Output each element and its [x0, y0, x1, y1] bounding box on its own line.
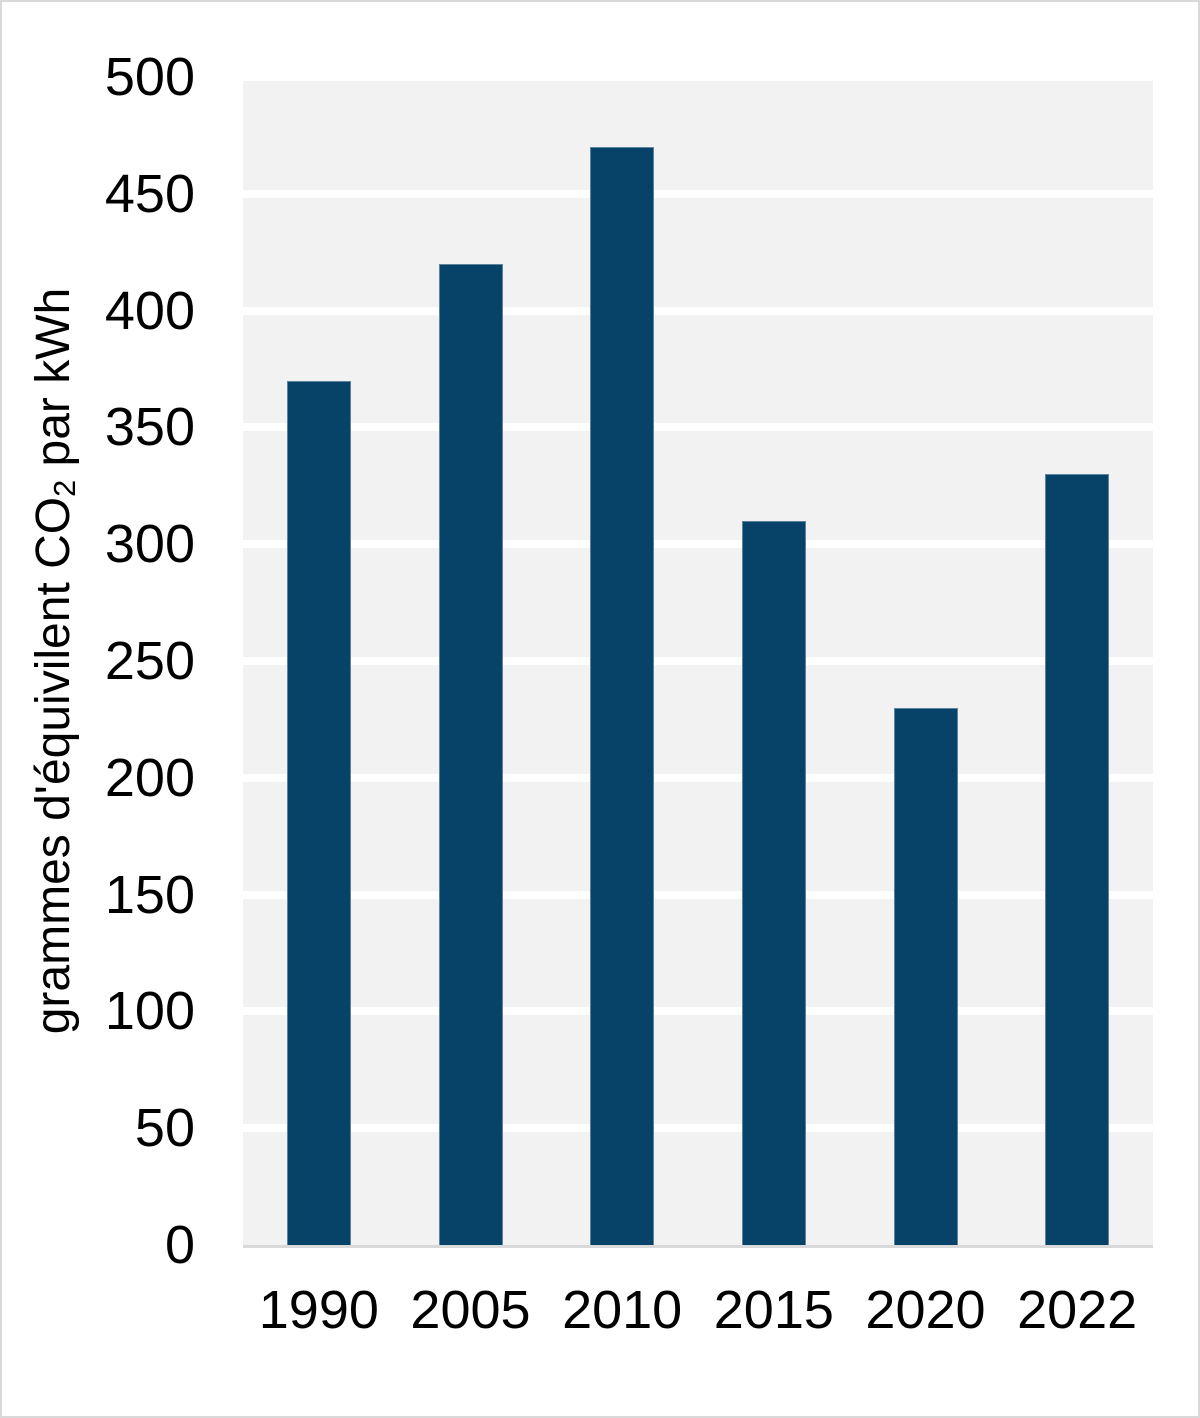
x-tick-label-2005: 2005	[410, 1280, 531, 1340]
gridline-150	[243, 890, 1153, 899]
y-tick-label-200: 200	[104, 747, 195, 808]
x-tick-label-1990: 1990	[258, 1280, 379, 1340]
gridline-400	[243, 306, 1153, 315]
y-tick-label-0: 0	[164, 1215, 195, 1275]
bar-2022	[1045, 474, 1110, 1245]
gridline-350	[243, 423, 1153, 432]
gridline-250	[243, 657, 1153, 665]
x-axis-line	[243, 1245, 1153, 1248]
y-tick-label-400: 400	[104, 280, 195, 341]
y-tick-label-250: 250	[104, 631, 195, 691]
y-tick-label-300: 300	[104, 514, 195, 575]
plot-area	[243, 77, 1153, 1245]
bar-1990	[286, 380, 351, 1245]
bar-2020	[893, 707, 958, 1245]
gridline-100	[243, 1007, 1153, 1016]
x-tick-label-2020: 2020	[865, 1280, 986, 1340]
y-tick-label-150: 150	[104, 864, 195, 925]
bar-2005	[438, 263, 503, 1245]
y-tick-label-350: 350	[104, 397, 195, 458]
bar-2010	[590, 147, 655, 1245]
x-tick-label-2010: 2010	[562, 1280, 683, 1340]
gridline-200	[243, 773, 1153, 782]
y-tick-label-450: 450	[104, 163, 195, 224]
x-tick-label-2022: 2022	[1017, 1280, 1138, 1340]
gridline-50	[243, 1124, 1153, 1133]
y-tick-label-100: 100	[104, 981, 195, 1042]
y-tick-label-50: 50	[134, 1098, 195, 1159]
gridline-300	[243, 540, 1153, 549]
bar-2015	[741, 520, 806, 1245]
y-axis-tick-labels: 0 50 100 150 200 250 300 350 400 450 500	[2, 47, 195, 1275]
x-tick-label-2015: 2015	[713, 1280, 834, 1340]
y-tick-label-500: 500	[104, 47, 195, 107]
gridline-500	[243, 77, 1153, 81]
x-axis-tick-labels: 1990 2005 2010 2015 2020 2022	[243, 1278, 1153, 1342]
gridline-450	[243, 189, 1153, 198]
